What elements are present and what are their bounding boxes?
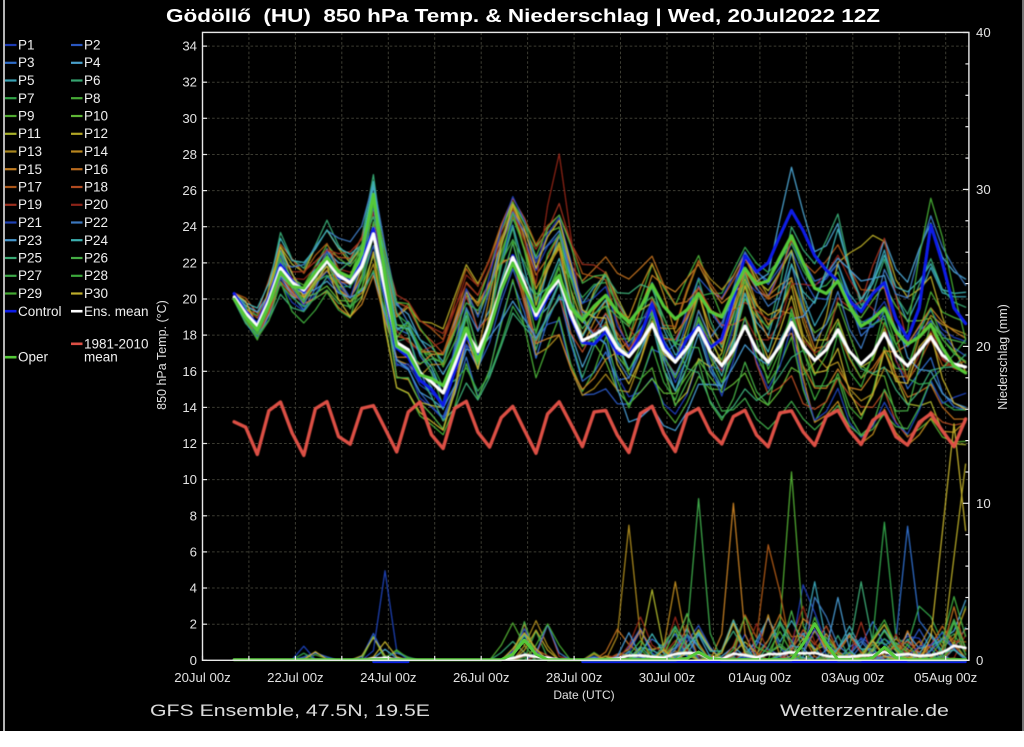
svg-text:P2: P2 [84,38,101,53]
svg-text:P22: P22 [84,215,108,230]
svg-text:2: 2 [190,617,197,632]
svg-text:P7: P7 [18,91,35,106]
svg-text:P3: P3 [18,55,35,70]
svg-text:P28: P28 [84,268,108,283]
svg-text:P14: P14 [84,144,109,159]
svg-text:P12: P12 [84,126,108,141]
svg-text:32: 32 [182,75,197,90]
svg-text:Niederschlag (mm): Niederschlag (mm) [996,304,1010,410]
svg-text:40: 40 [976,25,991,40]
svg-text:10: 10 [182,472,197,487]
svg-text:8: 8 [190,508,197,523]
svg-text:GFS Ensemble, 47.5N, 19.5E: GFS Ensemble, 47.5N, 19.5E [150,702,430,720]
svg-text:P23: P23 [18,233,42,248]
svg-text:1981-2010: 1981-2010 [84,336,149,351]
svg-text:Date (UTC): Date (UTC) [553,688,614,702]
svg-text:P10: P10 [84,109,108,124]
svg-text:20Jul 00z: 20Jul 00z [174,670,230,685]
svg-text:0: 0 [190,653,197,668]
svg-text:30: 30 [976,182,991,197]
svg-text:mean: mean [84,349,118,364]
svg-text:16: 16 [182,364,197,379]
svg-text:28Jul 00z: 28Jul 00z [546,670,602,685]
svg-text:P11: P11 [18,126,41,141]
svg-text:P24: P24 [84,233,109,248]
svg-text:P20: P20 [84,197,108,212]
svg-text:P27: P27 [18,268,42,283]
svg-text:Ens. mean: Ens. mean [84,304,149,319]
svg-text:24: 24 [182,219,197,234]
svg-text:0: 0 [976,653,983,668]
svg-text:P25: P25 [18,251,42,266]
svg-text:22: 22 [182,255,197,270]
svg-text:P30: P30 [84,286,108,301]
svg-text:24Jul 00z: 24Jul 00z [360,670,416,685]
svg-text:P16: P16 [84,162,108,177]
svg-text:P8: P8 [84,91,101,106]
svg-text:03Aug 00z: 03Aug 00z [821,670,884,685]
svg-text:34: 34 [182,39,197,54]
svg-text:18: 18 [182,328,197,343]
svg-text:12: 12 [182,436,197,451]
svg-text:Oper: Oper [18,350,49,365]
svg-text:P6: P6 [84,73,101,88]
svg-text:P5: P5 [18,73,35,88]
svg-text:4: 4 [190,581,197,596]
svg-text:30Jul 00z: 30Jul 00z [639,670,695,685]
svg-text:Gödöllő (HU) 850 hPa Temp. &: Gödöllő (HU) 850 hPa Temp. & Niederschla… [166,6,880,26]
svg-text:P4: P4 [84,55,101,70]
svg-text:P9: P9 [18,109,35,124]
svg-text:P19: P19 [18,197,42,212]
svg-text:30: 30 [182,111,197,126]
svg-text:14: 14 [182,400,197,415]
svg-text:P29: P29 [18,286,42,301]
svg-text:P1: P1 [18,38,35,53]
svg-text:20: 20 [976,339,991,354]
svg-text:20: 20 [182,292,197,307]
svg-text:P26: P26 [84,251,108,266]
svg-text:P21: P21 [18,215,42,230]
svg-text:P13: P13 [18,144,42,159]
svg-text:26: 26 [182,183,197,198]
svg-text:01Aug 00z: 01Aug 00z [728,670,791,685]
svg-text:22Jul 00z: 22Jul 00z [267,670,323,685]
svg-text:P17: P17 [18,180,42,195]
svg-text:6: 6 [190,544,197,559]
svg-text:P18: P18 [84,180,108,195]
svg-text:05Aug 00z: 05Aug 00z [914,670,977,685]
svg-text:Wetterzentrale.de: Wetterzentrale.de [780,702,949,720]
svg-text:P15: P15 [18,162,42,177]
svg-text:850 hPa Temp. (°C): 850 hPa Temp. (°C) [155,300,169,410]
svg-text:Control: Control [18,304,62,319]
svg-text:28: 28 [182,147,197,162]
svg-text:10: 10 [976,496,991,511]
svg-text:26Jul 00z: 26Jul 00z [453,670,509,685]
